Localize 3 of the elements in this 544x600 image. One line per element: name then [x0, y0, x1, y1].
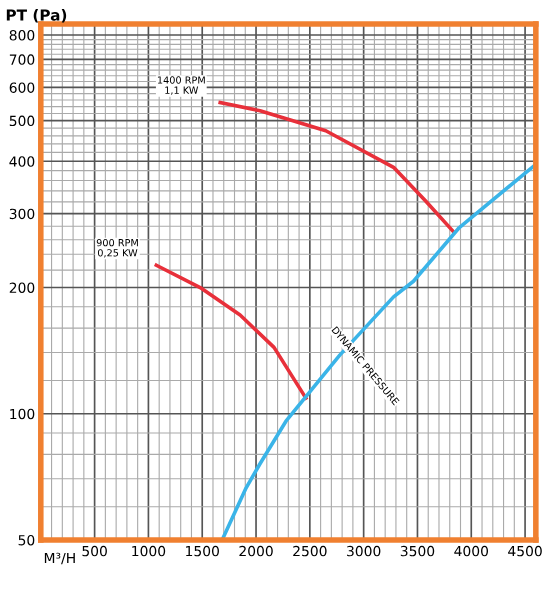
line-series: [218, 100, 456, 234]
line-series: [154, 263, 308, 400]
line-series: [220, 163, 536, 540]
